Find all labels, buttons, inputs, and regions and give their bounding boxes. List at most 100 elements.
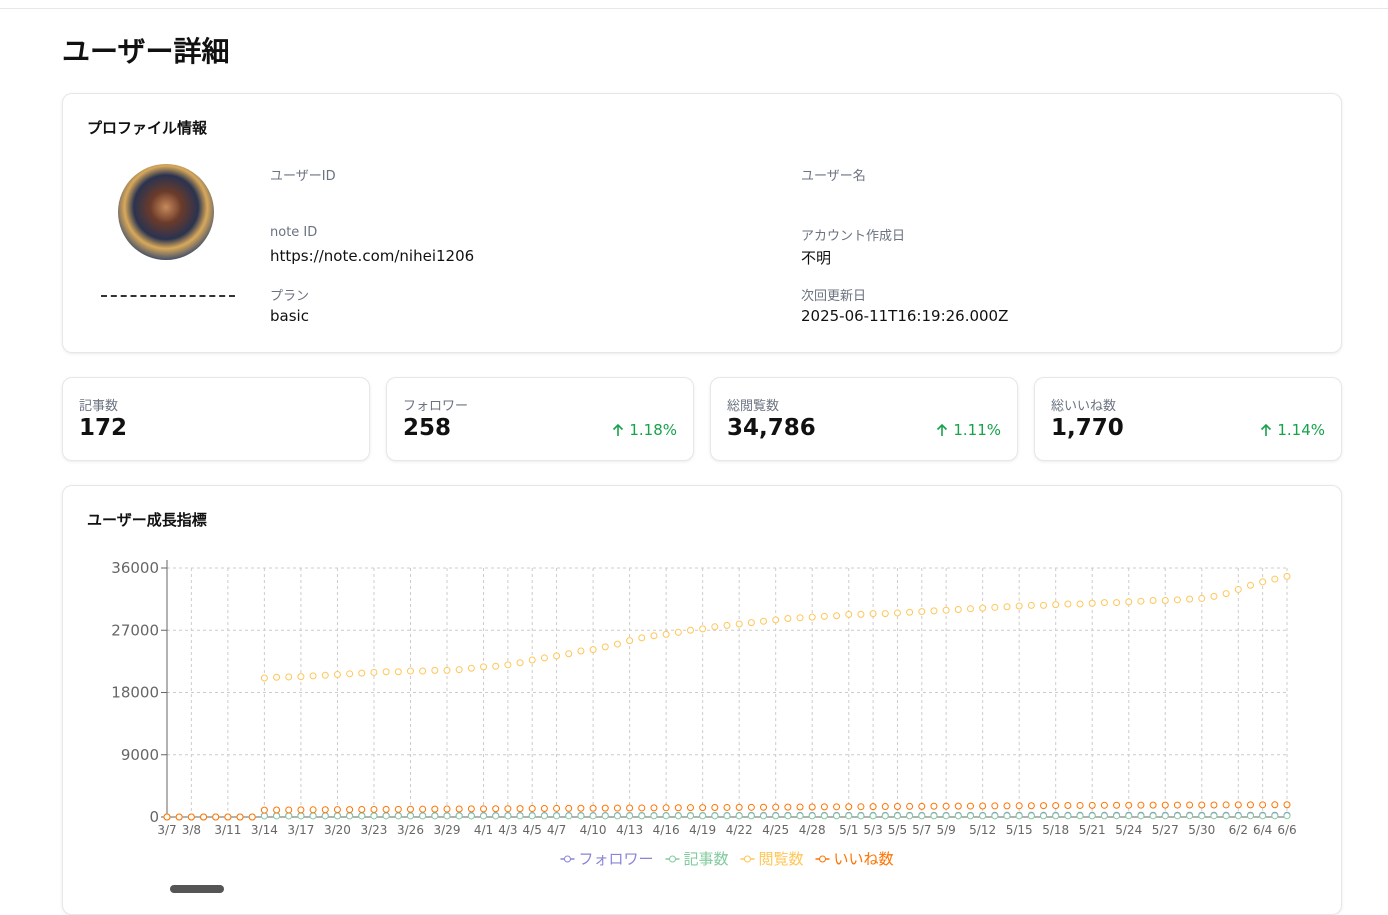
data-point (796, 803, 804, 811)
data-point (650, 812, 658, 820)
stat-value: 1,770 (1051, 415, 1124, 441)
change-value: 1.18% (629, 421, 677, 439)
data-point (1040, 812, 1048, 820)
x-tick-label: 3/20 (324, 823, 351, 837)
data-point (394, 812, 402, 820)
data-point (553, 652, 561, 660)
data-point (1015, 802, 1023, 810)
data-point (1027, 802, 1035, 810)
data-point (1040, 802, 1048, 810)
x-tick-label: 5/30 (1188, 823, 1215, 837)
data-point (1076, 812, 1084, 820)
up-arrow (613, 423, 624, 436)
data-point (455, 805, 463, 813)
stat-value: 172 (79, 415, 128, 441)
data-point (1161, 812, 1169, 820)
data-point (784, 614, 792, 622)
data-point (1113, 812, 1121, 820)
data-point (918, 812, 926, 820)
data-point (1259, 812, 1267, 820)
y-tick-label: 0 (149, 808, 159, 826)
data-point (613, 640, 621, 648)
data-point (1076, 600, 1084, 608)
data-point (577, 804, 585, 812)
data-point (1015, 602, 1023, 610)
stat-change: 1.14% (1260, 421, 1325, 439)
data-point (845, 610, 853, 618)
data-point (1210, 801, 1218, 809)
data-point (540, 812, 548, 820)
data-point (723, 621, 731, 629)
data-point (1088, 812, 1096, 820)
data-point (1015, 812, 1023, 820)
data-point (589, 812, 597, 820)
data-point (966, 802, 974, 810)
data-point (589, 646, 597, 654)
data-point (1003, 802, 1011, 810)
data-point (200, 813, 208, 821)
data-point (1246, 801, 1254, 809)
data-point (760, 812, 768, 820)
data-point (516, 805, 524, 813)
data-point (406, 667, 414, 675)
data-point (321, 671, 329, 679)
stat-card: 総閲覧数 34,786 1.11% (710, 377, 1018, 461)
x-tick-label: 5/1 (839, 823, 858, 837)
data-point (370, 805, 378, 813)
data-point (638, 812, 646, 820)
data-point (869, 610, 877, 618)
data-point (1125, 812, 1133, 820)
data-point (273, 806, 281, 814)
data-point (1198, 594, 1206, 602)
data-point (820, 812, 828, 820)
data-point (309, 812, 317, 820)
data-point (1222, 801, 1230, 809)
data-point (613, 804, 621, 812)
x-tick-label: 4/25 (762, 823, 789, 837)
data-point (1052, 601, 1060, 609)
data-point (370, 668, 378, 676)
data-point (1222, 812, 1230, 820)
data-point (662, 804, 670, 812)
data-point (772, 616, 780, 624)
stat-change: 1.11% (936, 421, 1001, 439)
data-point (772, 803, 780, 811)
data-point (711, 812, 719, 820)
data-point (966, 605, 974, 613)
data-point (1246, 812, 1254, 820)
data-point (686, 812, 694, 820)
data-point (370, 812, 378, 820)
data-point (1113, 599, 1121, 607)
data-point (577, 812, 585, 820)
data-point (784, 812, 792, 820)
data-point (674, 812, 682, 820)
data-point (942, 812, 950, 820)
data-point (577, 647, 585, 655)
x-tick-label: 5/15 (1006, 823, 1033, 837)
data-point (1173, 812, 1181, 820)
data-point (760, 617, 768, 625)
avatar (118, 164, 214, 260)
data-point (565, 804, 573, 812)
data-point (1259, 801, 1267, 809)
x-tick-label: 4/22 (726, 823, 753, 837)
data-point (382, 805, 390, 813)
data-point (431, 666, 439, 674)
data-point (1173, 596, 1181, 604)
data-point (893, 812, 901, 820)
data-point (443, 805, 451, 813)
data-point (1186, 595, 1194, 603)
data-point (857, 610, 865, 618)
data-point (796, 614, 804, 622)
data-point (431, 812, 439, 820)
legend-icon (668, 855, 676, 863)
data-point (1210, 812, 1218, 820)
data-point (1125, 801, 1133, 809)
data-point (857, 812, 865, 820)
data-point (309, 806, 317, 814)
data-point (358, 669, 366, 677)
data-point (674, 628, 682, 636)
data-point (711, 623, 719, 631)
data-point (321, 812, 329, 820)
data-point (285, 673, 293, 681)
